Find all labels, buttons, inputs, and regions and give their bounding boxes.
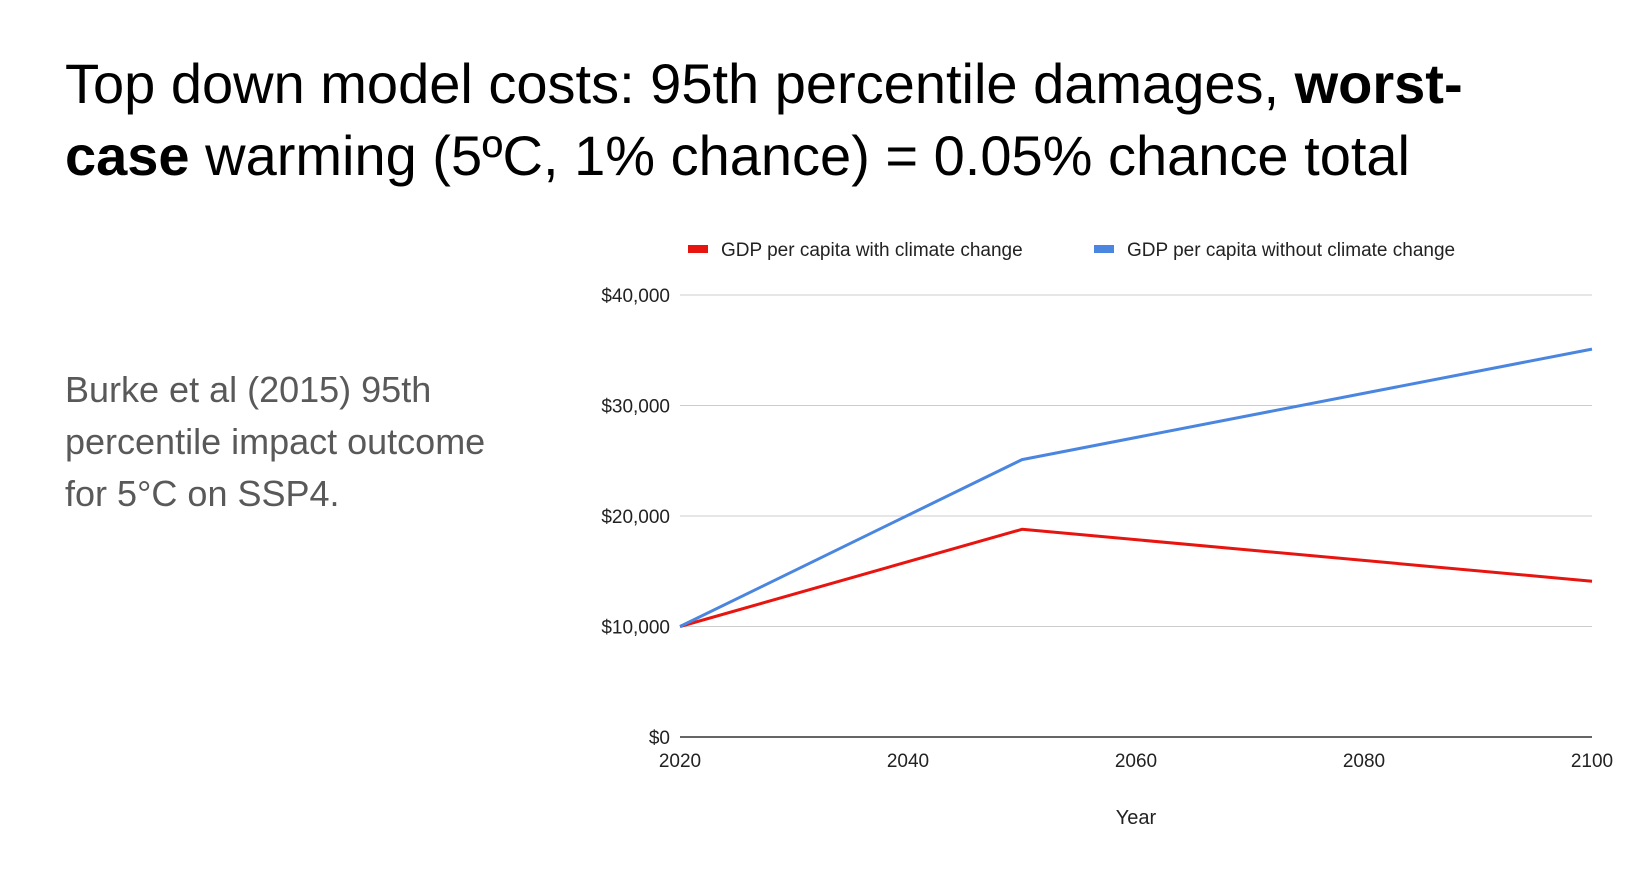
y-tick-label: $10,000 bbox=[601, 618, 670, 639]
title-text-cont: warming (5ºC, 1% chance) = 0.05% chance … bbox=[189, 124, 1410, 187]
x-tick-label: 2060 bbox=[1115, 751, 1157, 772]
series-line-2 bbox=[679, 347, 1593, 628]
x-axis: 2020 2040 2060 2080 2100 bbox=[659, 751, 1613, 772]
title-text: Top down model costs: 95th percentile da… bbox=[65, 52, 1295, 115]
x-axis-title: Year bbox=[1116, 807, 1157, 829]
title-emphasis: worst-case bbox=[65, 52, 1463, 187]
legend-label-2: GDP per capita without climate change bbox=[1127, 240, 1455, 261]
y-tick-label: $0 bbox=[649, 728, 670, 749]
series-lines bbox=[679, 347, 1593, 628]
legend-swatch-1 bbox=[688, 245, 708, 253]
legend-label-1: GDP per capita with climate change bbox=[721, 240, 1023, 261]
y-tick-label: $40,000 bbox=[601, 286, 670, 307]
legend: GDP per capita with climate change GDP pe… bbox=[688, 240, 1455, 261]
y-axis: $0 $10,000 $20,000 $30,000 $40,000 bbox=[601, 286, 670, 749]
body-text: Burke et al (2015) 95th percentile impac… bbox=[65, 369, 486, 514]
grid-lines bbox=[680, 294, 1592, 738]
x-tick-label: 2020 bbox=[659, 751, 701, 772]
x-tick-label: 2040 bbox=[887, 751, 929, 772]
x-tick-label: 2100 bbox=[1571, 751, 1613, 772]
x-tick-label: 2080 bbox=[1343, 751, 1385, 772]
legend-swatch-2 bbox=[1094, 245, 1114, 253]
slide-title: Top down model costs: 95th percentile da… bbox=[65, 48, 1585, 192]
y-tick-label: $30,000 bbox=[601, 397, 670, 418]
y-tick-label: $20,000 bbox=[601, 507, 670, 528]
series-line-1 bbox=[679, 527, 1593, 628]
